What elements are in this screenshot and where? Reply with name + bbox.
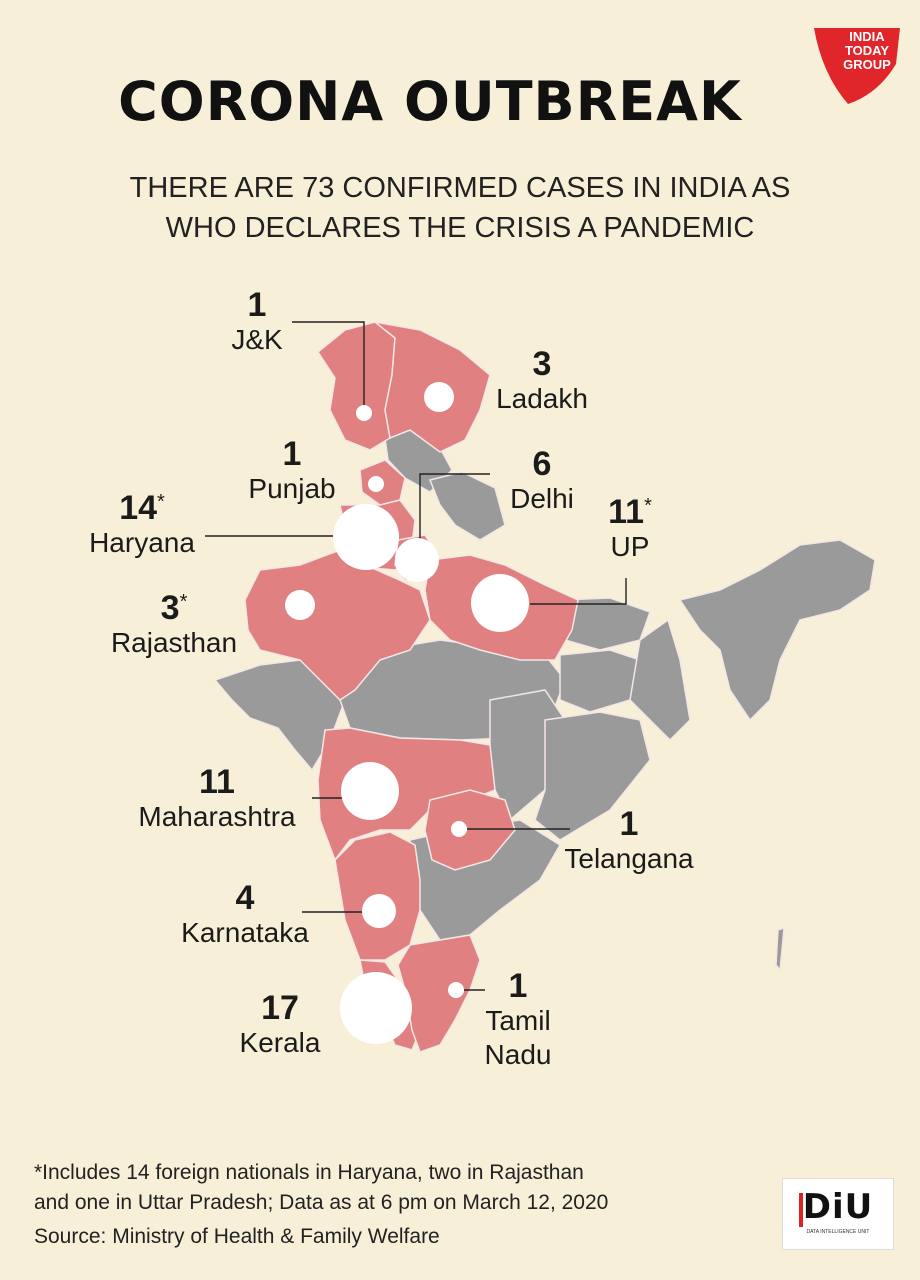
diu-badge: DiU DATA INTELLIGENCE UNIT (782, 1178, 894, 1250)
marker-kerala (340, 972, 412, 1044)
marker-ladakh (424, 382, 454, 412)
leader-jk (292, 321, 365, 410)
label-tamil-nadu: 1 Tamil Nadu (484, 967, 552, 1070)
marker-karnataka (362, 894, 396, 928)
infographic-title: CORONA OUTBREAK (118, 70, 742, 133)
region-west-bengal (629, 618, 691, 742)
state-rajasthan (244, 549, 431, 701)
label-telangana: 1 Telangana (564, 805, 694, 874)
region-andaman (775, 926, 785, 972)
leader-delhi (419, 473, 490, 544)
footnote-line-1: *Includes 14 foreign nationals in Haryan… (34, 1161, 584, 1184)
marker-up (471, 574, 529, 632)
marker-jk (356, 405, 372, 421)
label-rajasthan: 3* Rajasthan (110, 589, 238, 658)
label-jk: 1 J&K (231, 286, 283, 355)
footnote-line-2: and one in Uttar Pradesh; Data as at 6 p… (34, 1191, 609, 1214)
label-karnataka: 4 Karnataka (181, 879, 309, 948)
leader-up (530, 578, 627, 605)
label-up: 11* UP (608, 493, 652, 562)
source-line: Source: Ministry of Health & Family Welf… (34, 1225, 440, 1248)
label-ladakh: 3 Ladakh (496, 345, 588, 414)
diu-badge-text: DiU (802, 1187, 874, 1227)
india-today-logo (814, 28, 900, 104)
label-delhi: 6 Delhi (510, 445, 574, 514)
india-today-logo-text: INDIA TODAY GROUP (843, 29, 891, 72)
label-punjab: 1 Punjab (248, 435, 336, 504)
region-northeast (678, 539, 876, 722)
state-telangana (424, 789, 516, 871)
footer-notes: *Includes 14 foreign nationals in Haryan… (34, 1158, 754, 1252)
diu-badge-subtext: DATA INTELLIGENCE UNIT (806, 1229, 870, 1235)
marker-rajasthan (285, 590, 315, 620)
label-maharashtra: 11 Maharashtra (138, 763, 296, 832)
label-kerala: 17 Kerala (239, 989, 321, 1058)
region-jharkhand (559, 649, 641, 713)
marker-delhi (395, 538, 439, 582)
marker-haryana (333, 504, 399, 570)
state-jk (317, 321, 396, 451)
marker-punjab (368, 476, 384, 492)
subtitle-line-1: THERE ARE 73 CONFIRMED CASES IN INDIA AS (129, 172, 791, 204)
diu-accent-bar (799, 1193, 803, 1227)
label-haryana: 14* Haryana (89, 489, 195, 558)
marker-maharashtra (341, 762, 399, 820)
marker-telangana (451, 821, 467, 837)
infographic-subtitle: THERE ARE 73 CONFIRMED CASES IN INDIA AS… (0, 168, 920, 248)
subtitle-line-2: WHO DECLARES THE CRISIS A PANDEMIC (165, 212, 755, 244)
marker-tamil-nadu (448, 982, 464, 998)
region-odisha (534, 711, 651, 841)
